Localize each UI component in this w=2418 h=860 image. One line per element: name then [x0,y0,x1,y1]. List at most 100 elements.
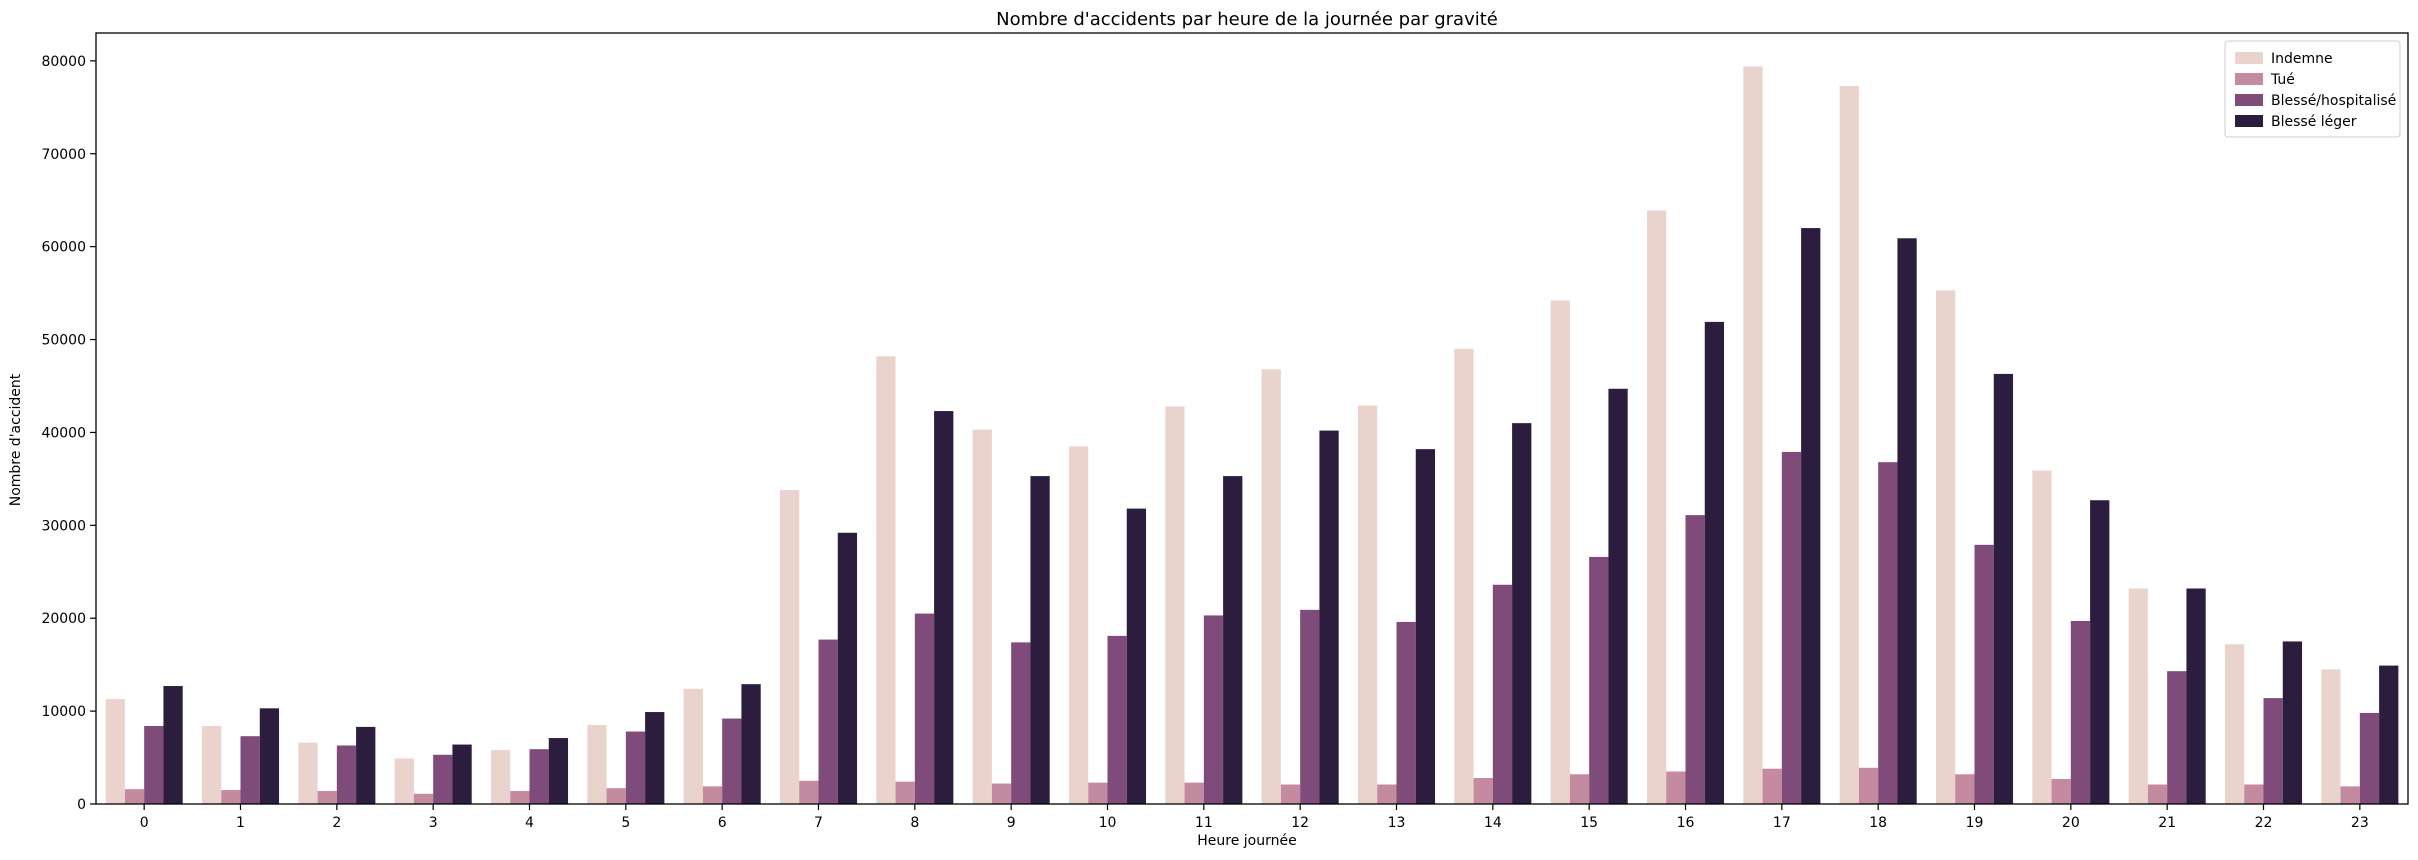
bar [2051,778,2071,804]
plot-frame [95,32,2409,805]
bar [1666,771,1686,804]
bar [1377,784,1397,804]
bar [2359,712,2380,804]
bar [934,411,954,804]
bar [2244,784,2264,804]
bar [683,688,703,804]
bar [2147,784,2168,804]
legend-swatch [2235,115,2263,127]
bar [741,684,761,804]
legend-label: Tué [2270,72,2295,88]
bar [1357,405,1378,804]
legend-swatch [2235,52,2263,64]
bar [1955,774,1975,804]
bar [336,745,357,804]
bar [1300,609,1320,804]
bars-layer [105,66,2399,805]
bar [490,750,511,804]
bar [201,725,222,804]
bar [124,789,145,804]
bar [837,532,858,804]
y-tick-label: 20000 [41,611,86,627]
bar [413,793,434,804]
x-tick-label: 15 [1580,815,1598,831]
bar [1993,373,2014,804]
x-tick-label: 18 [1869,815,1887,831]
bar [2321,669,2341,804]
bar [356,726,376,804]
bar [1685,515,1705,804]
bar [548,738,569,804]
bar [221,790,241,804]
bar [799,780,819,804]
bar [972,429,992,804]
x-tick-label: 20 [2062,815,2080,831]
y-tick-label: 0 [77,797,86,813]
legend-box [2224,40,2401,138]
x-tick-label: 9 [1007,815,1016,831]
bar [433,754,453,804]
bar [1897,238,1917,805]
bar [2340,786,2360,804]
x-tick-label: 0 [140,815,149,831]
x-tick-label: 2 [332,815,341,831]
x-tick-label: 3 [429,815,438,831]
bar [2167,671,2187,804]
bar [1165,406,1185,804]
bar [818,639,838,804]
x-tick-label: 6 [718,815,727,831]
x-tick-label: 11 [1195,815,1213,831]
y-tick-label: 80000 [41,54,86,70]
x-tick-label: 19 [1966,815,1984,831]
bar [2186,588,2206,804]
chart-title: Nombre d'accidents par heure de la journ… [996,9,1498,30]
bar [1781,451,1802,804]
bar [1646,210,1667,805]
bar [1126,508,1147,804]
bar [240,736,260,804]
bar [1415,449,1436,804]
bar [991,783,1012,804]
bar [394,758,414,804]
bar [587,725,607,804]
bar [1107,635,1127,804]
bar [1492,584,1513,804]
bar [1068,446,1089,804]
bar [722,718,742,804]
x-tick-label: 22 [2255,815,2273,831]
bar [2282,641,2303,804]
bar [259,708,280,804]
legend: Indemne Tué Blessé/hospitalisé Blessé léger [2224,40,2401,138]
x-tick-label: 16 [1677,815,1695,831]
bar [2032,470,2052,804]
bar [606,788,626,804]
bar [1512,423,1532,804]
bar [1878,462,1898,804]
bar [1858,767,1879,804]
y-tick-label: 50000 [41,333,86,349]
bar [1473,777,1493,804]
bar [1608,388,1628,804]
bar [1184,782,1204,804]
bar [876,356,896,804]
bar [1974,544,1994,804]
bar [1589,556,1609,804]
bar [1223,476,1243,804]
y-tick-label: 60000 [41,240,86,256]
y-axis-label: Nombre d'accident [8,373,24,506]
bar [1704,321,1725,804]
x-tick-label: 21 [2158,815,2176,831]
bar [317,791,337,804]
x-tick-label: 17 [1773,815,1791,831]
bar [625,731,646,804]
bar [1203,615,1224,804]
bar [2224,644,2245,804]
x-tick-label: 5 [621,815,630,831]
x-tick-label: 4 [525,815,534,831]
bar [510,791,530,804]
bar [702,786,723,804]
bar [914,613,935,804]
x-tick-label: 12 [1291,815,1309,831]
